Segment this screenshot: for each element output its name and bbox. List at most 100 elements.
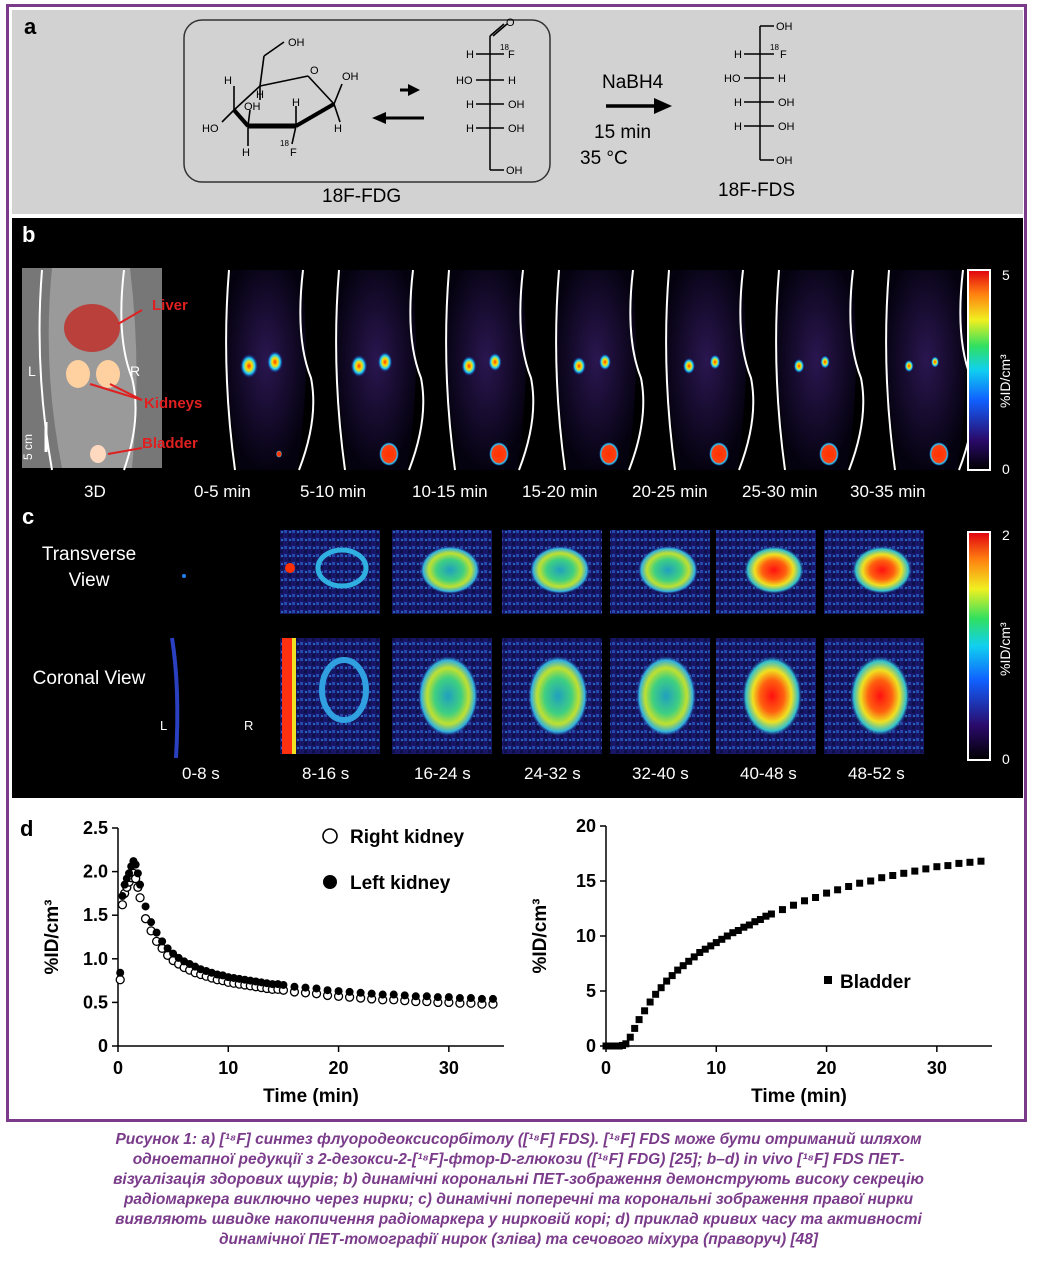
data-point-left-kidney bbox=[411, 992, 420, 1001]
dynamic-frames-b bbox=[225, 269, 975, 471]
kidney-frame-c bbox=[392, 530, 492, 754]
data-point-right-kidney bbox=[115, 975, 125, 985]
y-tick-label: 0 bbox=[98, 1036, 108, 1056]
data-point-left-kidney bbox=[136, 880, 145, 889]
data-point-bladder bbox=[668, 972, 676, 980]
reaction-arrow bbox=[606, 98, 672, 114]
frame-label-b: 20-25 min bbox=[632, 482, 708, 501]
left-kidney-signal bbox=[904, 359, 914, 373]
atom-oh-3: OH bbox=[244, 101, 261, 113]
coronal-frame bbox=[335, 269, 425, 471]
colorbar-b-max: 5 bbox=[1002, 267, 1010, 283]
data-point-bladder bbox=[856, 879, 864, 887]
cortex-coronal bbox=[319, 657, 369, 723]
caption-line-6: динамічної ПЕТ-томографії нирок (зліва) … bbox=[218, 1231, 819, 1248]
caption-line-2: одноетапної редукції з 2-дезокси-2-[¹⁸F]… bbox=[132, 1151, 905, 1168]
y-axis-label: %ID/cm³ bbox=[530, 899, 551, 974]
right-kidney-3d bbox=[96, 360, 120, 388]
data-point-left-kidney bbox=[116, 968, 125, 977]
legend-label-right-kidney: Right kidney bbox=[350, 827, 464, 848]
atom-h-2: H bbox=[256, 89, 264, 101]
bladder-tac-chart: 0 5 10 15 20 0 10 20 30 Time (min) %ID/cm³ Bladder bbox=[530, 816, 992, 1107]
data-point-bladder bbox=[740, 923, 748, 931]
atom-oh-4: OH bbox=[508, 99, 525, 111]
data-point-bladder bbox=[867, 877, 875, 885]
data-point-bladder bbox=[789, 901, 797, 909]
data-point-left-kidney bbox=[433, 993, 442, 1002]
frame-label-c: 8-16 s bbox=[302, 764, 350, 783]
data-point-bladder bbox=[631, 1024, 639, 1032]
colorbar-c-min: 0 bbox=[1002, 751, 1010, 767]
cortex-coronal bbox=[418, 656, 478, 736]
data-point-left-kidney bbox=[152, 928, 161, 937]
data-point-bladder bbox=[751, 918, 759, 926]
coronal-frame bbox=[555, 269, 645, 471]
atom-oh-8: OH bbox=[778, 97, 795, 109]
legend-label-bladder: Bladder bbox=[840, 972, 911, 993]
open-chain-fds bbox=[744, 25, 774, 161]
kidney-tac-chart: 0 0.5 1.0 1.5 2.0 2.5 0 10 20 30 Time (min) %ID/cm³… bbox=[42, 818, 504, 1107]
left-kidney-signal bbox=[572, 356, 586, 376]
atom-h-1: H bbox=[224, 75, 232, 87]
x-tick-label: 0 bbox=[113, 1058, 123, 1078]
kidneys-annotation: Kidneys bbox=[144, 395, 202, 412]
cortex-coronal bbox=[850, 656, 910, 736]
y-tick-label: 1.5 bbox=[83, 905, 108, 925]
data-point-bladder bbox=[626, 1033, 634, 1041]
bladder-signal bbox=[489, 442, 509, 466]
data-point-bladder bbox=[690, 953, 698, 961]
right-marker-3d: R bbox=[130, 363, 140, 379]
colorbar-c bbox=[967, 531, 991, 761]
atom-h-7: H bbox=[508, 75, 516, 87]
c-left-marker: L bbox=[160, 718, 167, 733]
data-point-left-kidney bbox=[147, 918, 156, 927]
data-point-bladder bbox=[823, 889, 831, 897]
vessel-transverse bbox=[285, 563, 295, 573]
data-point-bladder bbox=[955, 859, 963, 867]
data-point-right-kidney bbox=[135, 893, 145, 903]
bladder-3d bbox=[90, 445, 106, 463]
kidney-frame-c bbox=[716, 530, 816, 754]
legend-marker-right-kidney bbox=[322, 828, 338, 844]
atom-h-5: H bbox=[242, 147, 250, 159]
cortex-coronal bbox=[636, 656, 696, 736]
frame-label-c: 32-40 s bbox=[632, 764, 689, 783]
transverse-view-label: Transverse View bbox=[26, 542, 152, 616]
data-point-left-kidney bbox=[133, 869, 142, 878]
data-point-bladder bbox=[707, 942, 715, 950]
data-point-left-kidney bbox=[279, 980, 288, 989]
data-point-bladder bbox=[663, 977, 671, 985]
data-point-bladder bbox=[745, 921, 753, 929]
equilibrium-arrows bbox=[372, 84, 424, 124]
fds-label: 18F-FDS bbox=[718, 180, 796, 201]
data-point-bladder bbox=[734, 927, 742, 934]
frame-label-c: 40-48 s bbox=[740, 764, 797, 783]
data-point-bladder bbox=[641, 1007, 649, 1015]
coronal-0-8s-vessel bbox=[170, 637, 180, 759]
atom-h-10: H bbox=[734, 49, 742, 61]
data-point-left-kidney bbox=[422, 992, 431, 1001]
fdg-label: 18F-FDG bbox=[322, 186, 402, 207]
bladder-signal bbox=[599, 442, 619, 466]
y-axis-label: %ID/cm³ bbox=[42, 900, 63, 975]
y-tick-label: 0.5 bbox=[83, 992, 108, 1012]
data-point-right-kidney bbox=[117, 900, 128, 910]
atom-h-11: H bbox=[778, 73, 786, 85]
atom-18-2: 18 bbox=[500, 43, 509, 52]
data-point-left-kidney bbox=[118, 892, 127, 901]
right-kidney-signal bbox=[930, 356, 940, 368]
colorbar-c-max: 2 bbox=[1002, 527, 1010, 543]
right-kidney-signal bbox=[820, 355, 830, 369]
data-point-bladder bbox=[845, 883, 853, 890]
kidney-frame-c bbox=[280, 530, 380, 754]
frame-label-b: 10-15 min bbox=[412, 482, 488, 501]
data-point-bladder bbox=[712, 939, 720, 947]
atom-oh-9: OH bbox=[778, 121, 795, 133]
data-point-left-kidney bbox=[444, 993, 453, 1002]
data-point-bladder bbox=[657, 984, 665, 992]
data-point-left-kidney bbox=[163, 944, 172, 953]
kidney-frame-c bbox=[502, 530, 602, 754]
data-point-left-kidney bbox=[290, 982, 299, 991]
cortex-transverse bbox=[420, 546, 480, 594]
synthesis-scheme: OH O OH H H OH H HO H H 18 F O H bbox=[183, 17, 795, 183]
